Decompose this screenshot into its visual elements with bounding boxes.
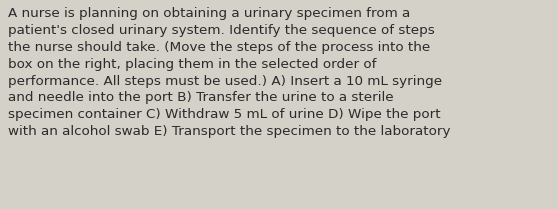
Text: A nurse is planning on obtaining a urinary specimen from a
patient's closed urin: A nurse is planning on obtaining a urina… xyxy=(8,7,451,138)
